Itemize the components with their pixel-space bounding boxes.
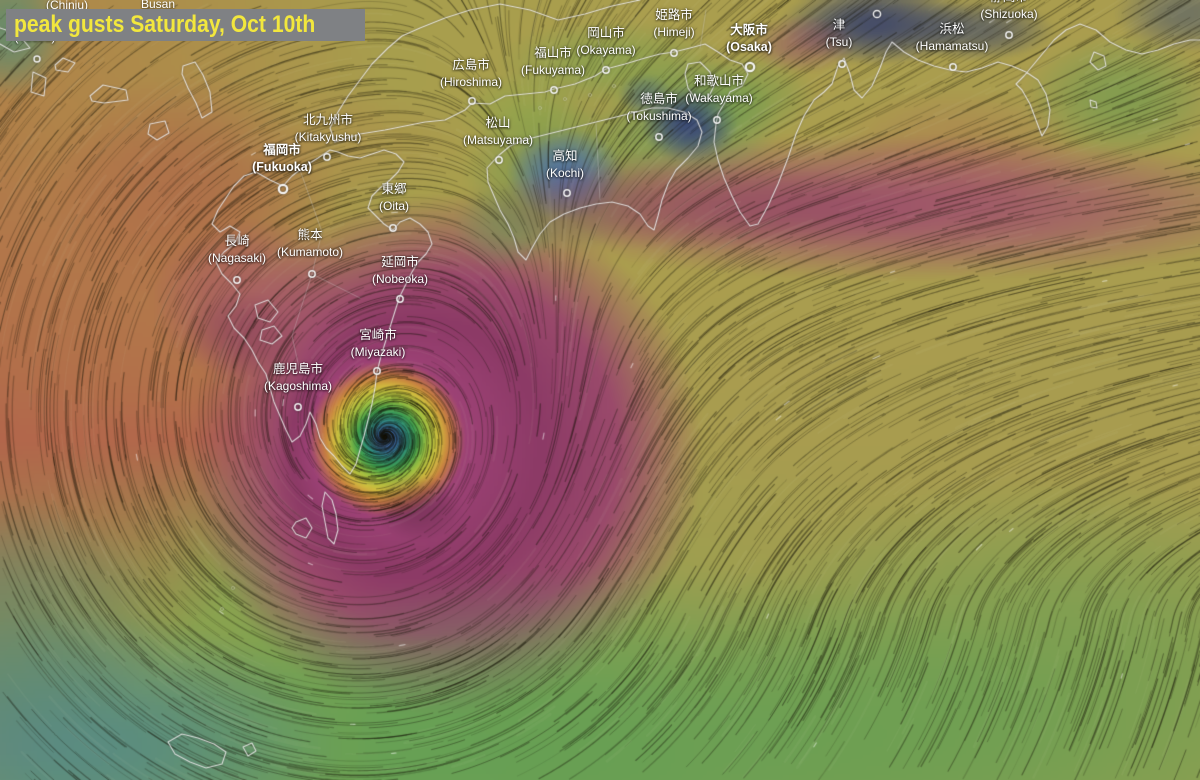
city-label-tsu[interactable]: 津 (Tsu) — [825, 17, 853, 49]
city-romaji: (Okayama) — [576, 42, 636, 57]
city-kanji: 東郷 — [381, 181, 407, 196]
city-romaji: (Nagasaki) — [207, 250, 267, 265]
city-romaji: (Hiroshima) — [439, 74, 503, 89]
city-kanji: 高知 — [552, 148, 578, 163]
city-kanji: 広島市 — [452, 57, 490, 72]
forecast-banner-text: peak gusts Saturday, Oct 10th — [14, 11, 316, 38]
city-romaji: (Tokushima) — [626, 108, 692, 123]
city-kanji: 福岡市 — [263, 142, 301, 157]
city-label-kagoshima[interactable]: 鹿児島市 (Kagoshima) — [263, 361, 333, 393]
city-romaji: (Kagoshima) — [263, 378, 333, 393]
city-label-hamamatsu[interactable]: 浜松 (Hamamatsu) — [915, 21, 989, 53]
city-label-oita[interactable]: 東郷 (Oita) — [379, 181, 409, 213]
city-romaji: (Kitakyushu) — [294, 129, 362, 144]
city-kanji: 宮崎市 — [359, 327, 397, 342]
city-romaji: (Nobeoka) — [371, 271, 429, 286]
edge-label-busan: Busan — [140, 0, 176, 11]
city-label-fukuyama[interactable]: 福山市 (Fukuyama) — [520, 45, 586, 77]
city-kanji: 和歌山市 — [693, 73, 745, 88]
city-label-okayama[interactable]: 岡山市 (Okayama) — [576, 25, 636, 57]
city-romaji: (Himeji) — [653, 24, 695, 39]
city-label-tokushima[interactable]: 徳島市 (Tokushima) — [626, 91, 692, 123]
forecast-banner: peak gusts Saturday, Oct 10th — [6, 9, 366, 41]
city-romaji: (Hamamatsu) — [915, 38, 989, 53]
city-kanji: 鹿児島市 — [272, 361, 323, 376]
city-kanji: 静岡市 — [980, 0, 1037, 4]
city-kanji: 熊本 — [297, 227, 323, 242]
city-label-wakayama[interactable]: 和歌山市 (Wakayama) — [685, 73, 753, 105]
city-kanji: 長崎 — [224, 233, 250, 248]
city-kanji: 浜松 — [939, 21, 965, 36]
city-kanji: 津 — [832, 17, 846, 32]
city-kanji: 松山 — [485, 115, 511, 130]
city-label-himeji[interactable]: 姫路市 (Himeji) — [653, 7, 695, 39]
city-kanji: 徳島市 — [640, 91, 678, 106]
city-kanji: 姫路市 — [655, 7, 693, 22]
city-label-miyazaki[interactable]: 宮崎市 (Miyazaki) — [350, 327, 406, 359]
city-romaji: (Fukuoka) — [252, 159, 312, 174]
city-label-shizuoka[interactable]: 静岡市 (Shizuoka) — [980, 0, 1037, 20]
city-romaji: (Oita) — [379, 198, 409, 213]
city-label-kumamoto[interactable]: 熊本 (Kumamoto) — [276, 227, 344, 259]
city-label-fukuoka[interactable]: 福岡市 (Fukuoka) — [252, 142, 312, 174]
city-kanji: 大阪市 — [730, 22, 768, 37]
city-kanji: 北九州市 — [302, 112, 354, 127]
city-label-nagasaki[interactable]: 長崎 (Nagasaki) — [207, 233, 267, 265]
city-romaji: (Kochi) — [545, 165, 585, 180]
city-romaji: (Shizuoka) — [980, 6, 1038, 21]
city-romaji: (Miyazaki) — [350, 344, 406, 359]
city-romaji: (Osaka) — [726, 39, 772, 54]
city-romaji: (Fukuyama) — [520, 62, 586, 77]
city-label-hiroshima[interactable]: 広島市 (Hiroshima) — [439, 57, 503, 89]
city-romaji: (Matsuyama) — [462, 132, 534, 147]
city-label-kochi[interactable]: 高知 (Kochi) — [545, 148, 585, 180]
city-kanji: 福山市 — [534, 45, 572, 60]
city-romaji: (Wakayama) — [685, 90, 753, 105]
city-label-nobeoka[interactable]: 延岡市 (Nobeoka) — [371, 254, 429, 286]
city-kanji: 延岡市 — [381, 254, 419, 269]
city-label-kitakyushu[interactable]: 北九州市 (Kitakyushu) — [294, 112, 362, 144]
city-label-matsuyama[interactable]: 松山 (Matsuyama) — [462, 115, 534, 147]
city-label-osaka[interactable]: 大阪市 (Osaka) — [726, 22, 772, 54]
city-romaji: (Tsu) — [825, 34, 853, 49]
city-romaji: (Kumamoto) — [276, 244, 344, 259]
city-kanji: 岡山市 — [587, 25, 625, 40]
